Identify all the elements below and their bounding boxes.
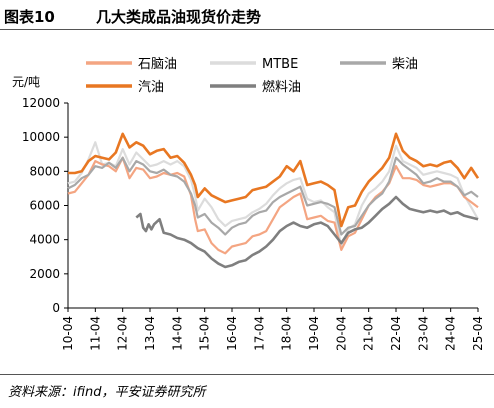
x-tick-label: 21-04 [362, 316, 376, 351]
x-tick-label: 20-04 [334, 316, 348, 351]
x-tick-label: 14-04 [170, 316, 184, 351]
y-tick-label: 8000 [29, 164, 60, 178]
y-tick-label: 10000 [22, 130, 60, 144]
x-tick-label: 15-04 [198, 316, 212, 351]
y-tick-label: 4000 [29, 233, 60, 247]
y-tick-label: 6000 [29, 199, 60, 213]
source-note: 资料来源：ifind，平安证券研究所 [8, 385, 206, 400]
x-tick-label: 25-04 [471, 316, 485, 351]
y-tick-label: 2000 [29, 267, 60, 281]
x-tick-label: 10-04 [61, 316, 75, 351]
figure-number: 图表10 [4, 8, 55, 26]
figure-title: 几大类成品油现货价走势 [96, 8, 262, 26]
x-tick-label: 24-04 [444, 316, 458, 351]
y-tick-label: 0 [52, 301, 60, 315]
y-axis-unit-label: 元/吨 [12, 75, 40, 89]
source-bar: 资料来源：ifind，平安证券研究所 [0, 374, 494, 408]
x-tick-label: 13-04 [143, 316, 157, 351]
legend-label: 汽油 [138, 80, 164, 95]
x-tick-label: 11-04 [88, 316, 102, 351]
y-tick-label: 12000 [22, 96, 60, 110]
x-tick-label: 18-04 [280, 316, 294, 351]
series-line-1 [67, 141, 479, 248]
x-tick-label: 12-04 [116, 316, 130, 351]
x-axis: 10-04 11-04 12-04 13-04 14-04 15-04 16-04 17-04… [61, 307, 485, 351]
x-tick-label: 17-04 [252, 316, 266, 351]
series-line-3 [68, 132, 480, 228]
figure-title-bar: 图表10 几大类成品油现货价走势 [0, 0, 494, 30]
series-line-0 [67, 156, 479, 255]
x-tick-label: 22-04 [389, 316, 403, 351]
plot-area [67, 132, 480, 269]
y-axis: 0 2000 4000 6000 8000 10000 12000 [22, 96, 69, 315]
x-tick-label: 19-04 [307, 316, 321, 351]
series-line-4 [135, 195, 479, 269]
x-tick-label: 23-04 [416, 316, 430, 351]
legend-label: 石脑油 [138, 57, 177, 72]
legend-label: MTBE [262, 57, 298, 72]
legend-label: 燃料油 [262, 79, 301, 95]
x-tick-label: 16-04 [225, 316, 239, 351]
series-line-2 [67, 156, 479, 236]
legend-label: 柴油 [392, 57, 418, 72]
